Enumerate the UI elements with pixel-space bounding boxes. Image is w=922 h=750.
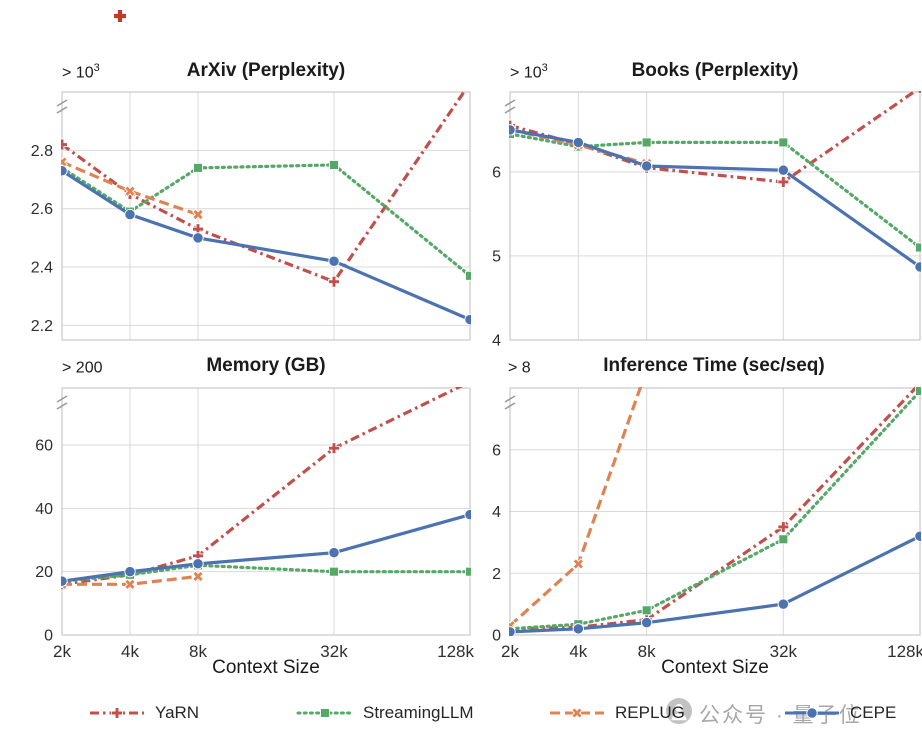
legend-swatch-streamingllm-icon	[296, 708, 354, 718]
clip-note-memory: > 200	[62, 357, 102, 377]
legend-label-replug: REPLUG	[615, 703, 685, 722]
legend-label-yarn: YaRN	[155, 703, 200, 722]
legend-item-streamingllm: StreamingLLM	[296, 703, 474, 723]
legend-swatch-yarn-icon	[90, 707, 144, 719]
chart-title-inference: Inference Time (sec/seq)	[603, 355, 825, 376]
legend-label-cepe: CEPE	[850, 703, 897, 722]
clip-note-memory-base: > 200	[62, 359, 103, 377]
svg-text:128k: 128k	[887, 642, 922, 661]
svg-text:2: 2	[492, 566, 501, 583]
clip-note-books: > 103	[510, 62, 548, 82]
legend-item-replug: REPLUG	[548, 703, 685, 723]
svg-text:20: 20	[35, 564, 53, 581]
clip-note-inference-base: > 8	[508, 359, 531, 377]
chart-inference-plot: 0 2 4 6 2k 4k 8k 32k 128k	[492, 387, 922, 661]
clip-note-books-sup: 3	[541, 62, 548, 74]
svg-text:2.2: 2.2	[31, 318, 53, 335]
svg-text:6: 6	[492, 442, 501, 459]
svg-text:4k: 4k	[121, 642, 139, 661]
legend-swatch-cepe-icon	[785, 707, 839, 719]
watermark-logo-icon	[666, 698, 692, 729]
svg-text:5: 5	[492, 248, 501, 265]
clip-note-arxiv: > 103	[62, 62, 100, 82]
legend-label-streamingllm: StreamingLLM	[363, 703, 474, 722]
svg-text:4: 4	[492, 504, 501, 521]
svg-text:2k: 2k	[501, 642, 519, 661]
svg-text:4: 4	[492, 333, 501, 348]
svg-text:40: 40	[35, 501, 53, 518]
svg-text:0: 0	[44, 628, 53, 645]
legend-swatch-replug-icon	[550, 707, 604, 719]
clip-note-inference: > 8	[508, 357, 531, 377]
watermark: 公众号 · 量子位	[666, 698, 862, 729]
svg-text:32k: 32k	[320, 642, 348, 661]
svg-text:6: 6	[492, 164, 501, 181]
svg-text:8k: 8k	[638, 642, 656, 661]
svg-text:2.6: 2.6	[31, 201, 53, 218]
xaxis-label-left: Context Size	[212, 657, 320, 678]
legend-item-cepe: CEPE	[783, 703, 896, 723]
clip-note-books-base: > 10	[510, 64, 542, 82]
chart-arxiv-plot: 2.2 2.4 2.6 2.8	[31, 91, 471, 341]
clip-note-arxiv-sup: 3	[93, 62, 100, 74]
svg-text:60: 60	[35, 438, 53, 455]
svg-text:4k: 4k	[569, 642, 587, 661]
svg-text:2.4: 2.4	[31, 260, 53, 277]
chart-title-memory: Memory (GB)	[206, 355, 326, 376]
xaxis-label-right: Context Size	[661, 657, 769, 678]
svg-text:0: 0	[492, 628, 501, 645]
watermark-text: 公众号 · 量子位	[699, 703, 862, 727]
svg-text:32k: 32k	[770, 642, 798, 661]
svg-text:2.8: 2.8	[31, 143, 53, 160]
chart-title-arxiv: ArXiv (Perplexity)	[186, 60, 346, 81]
clip-note-arxiv-base: > 10	[62, 64, 94, 82]
chart-title-books: Books (Perplexity)	[631, 60, 799, 81]
chart-memory-plot: 0 20 40 60 2k 4k 8k 32k 128k	[35, 387, 474, 661]
legend-item-yarn: YaRN	[88, 703, 199, 723]
red-mark-icon	[112, 8, 128, 29]
svg-text:2k: 2k	[53, 642, 71, 661]
chart-books-plot: 4 5 6	[492, 91, 921, 348]
svg-text:128k: 128k	[437, 642, 474, 661]
svg-text:8k: 8k	[189, 642, 207, 661]
